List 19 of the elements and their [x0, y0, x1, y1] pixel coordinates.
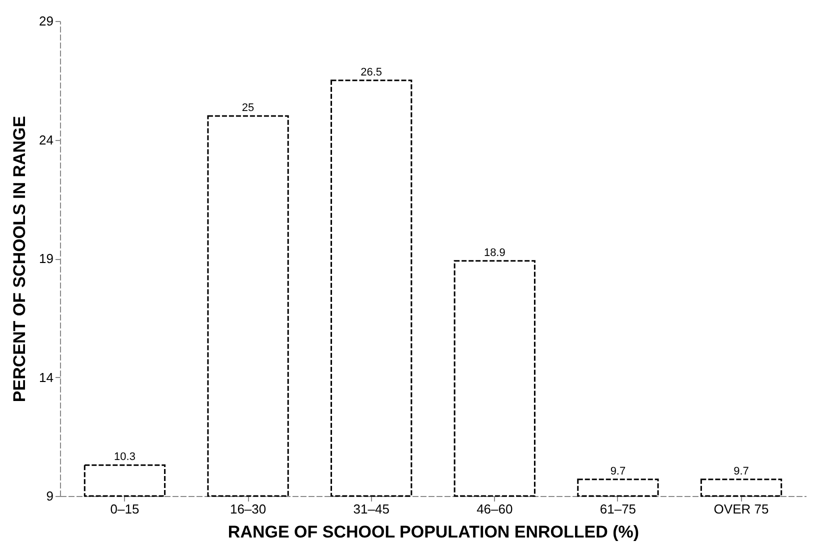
x-tick-label: 0–15 [110, 502, 140, 516]
y-tick-label: 24 [39, 132, 54, 148]
data-label: 18.9 [484, 246, 506, 259]
y-axis-title: PERCENT OF SCHOOLS IN RANGE [10, 116, 30, 402]
y-tick-label: 19 [39, 251, 54, 266]
x-tick-label: 61–75 [600, 502, 636, 516]
x-tick-label: OVER 75 [714, 502, 769, 516]
y-tick-label: 9 [46, 488, 54, 504]
y-tick-label: 14 [39, 370, 54, 385]
x-axis-title: RANGE OF SCHOOL POPULATION ENROLLED (%) [228, 522, 640, 542]
x-tick-label: 16–30 [230, 502, 266, 516]
x-tick-label: 31–45 [353, 502, 390, 516]
data-label: 9.7 [610, 465, 626, 478]
x-tick-label: 46–60 [476, 502, 513, 516]
data-label: 9.7 [734, 465, 749, 478]
data-label: 25 [242, 102, 254, 114]
data-label: 10.3 [114, 451, 136, 464]
y-tick-label: 29 [39, 14, 54, 28]
data-label: 26.5 [360, 66, 382, 78]
